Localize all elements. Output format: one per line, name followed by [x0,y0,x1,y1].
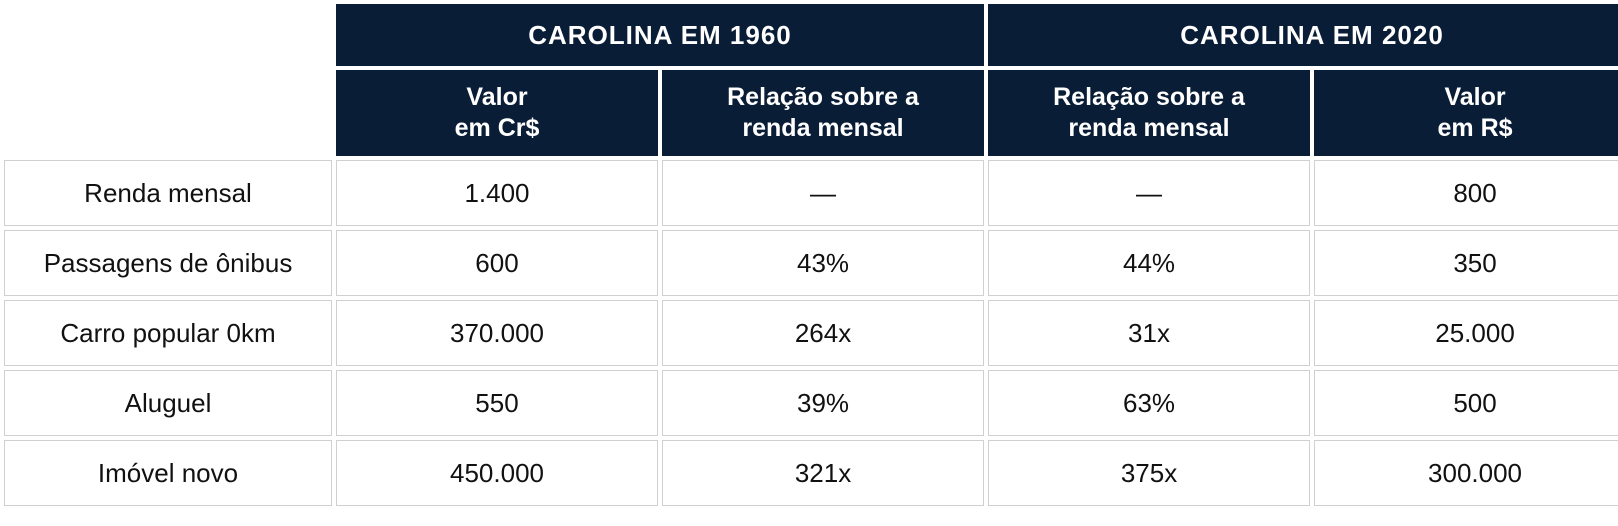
cell-valor-rs: 800 [1314,160,1618,226]
cell-relacao-2020: 375x [988,440,1310,506]
cell-valor-rs: 300.000 [1314,440,1618,506]
cell-relacao-2020: 31x [988,300,1310,366]
cell-relacao-2020: — [988,160,1310,226]
comparison-table: CAROLINA EM 1960 CAROLINA EM 2020 Valor … [0,0,1618,510]
header-relacao-1960: Relação sobre a renda mensal [662,70,984,156]
cell-valor-rs: 500 [1314,370,1618,436]
cell-relacao-1960: 321x [662,440,984,506]
cell-relacao-1960: 39% [662,370,984,436]
cell-valor-crs: 370.000 [336,300,658,366]
table-row: Passagens de ônibus60043%44%350 [4,230,1618,296]
table-row: Carro popular 0km370.000264x31x25.000 [4,300,1618,366]
header-row-groups: CAROLINA EM 1960 CAROLINA EM 2020 [4,4,1618,66]
table-row: Aluguel55039%63%500 [4,370,1618,436]
header-valor-crs: Valor em Cr$ [336,70,658,156]
row-label: Carro popular 0km [4,300,332,366]
header-valor-rs-l2: em R$ [1324,113,1618,144]
table-row: Renda mensal1.400——800 [4,160,1618,226]
header-group-2020: CAROLINA EM 2020 [988,4,1618,66]
header-group-1960: CAROLINA EM 1960 [336,4,984,66]
header-relacao-1960-l1: Relação sobre a [672,82,974,113]
header-valor-rs: Valor em R$ [1314,70,1618,156]
row-label: Imóvel novo [4,440,332,506]
table-row: Imóvel novo450.000321x375x300.000 [4,440,1618,506]
cell-valor-rs: 25.000 [1314,300,1618,366]
table-body: Renda mensal1.400——800Passagens de ônibu… [4,160,1618,506]
cell-valor-crs: 600 [336,230,658,296]
cell-valor-crs: 450.000 [336,440,658,506]
cell-valor-crs: 1.400 [336,160,658,226]
header-relacao-1960-l2: renda mensal [672,113,974,144]
header-relacao-2020-l2: renda mensal [998,113,1300,144]
header-valor-rs-l1: Valor [1324,82,1618,113]
header-valor-crs-l1: Valor [346,82,648,113]
row-label: Renda mensal [4,160,332,226]
header-relacao-2020-l1: Relação sobre a [998,82,1300,113]
cell-relacao-2020: 63% [988,370,1310,436]
header-row-sub: Valor em Cr$ Relação sobre a renda mensa… [4,70,1618,156]
corner-cell-2 [4,70,332,156]
row-label: Passagens de ônibus [4,230,332,296]
cell-relacao-1960: — [662,160,984,226]
cell-relacao-1960: 43% [662,230,984,296]
cell-relacao-1960: 264x [662,300,984,366]
header-relacao-2020: Relação sobre a renda mensal [988,70,1310,156]
header-valor-crs-l2: em Cr$ [346,113,648,144]
cell-valor-rs: 350 [1314,230,1618,296]
corner-cell [4,4,332,66]
cell-valor-crs: 550 [336,370,658,436]
row-label: Aluguel [4,370,332,436]
cell-relacao-2020: 44% [988,230,1310,296]
